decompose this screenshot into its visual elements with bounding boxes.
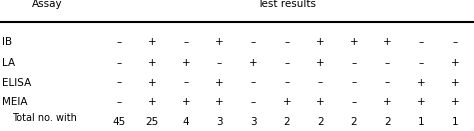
Text: –: – <box>351 78 356 88</box>
Text: 2: 2 <box>317 117 324 127</box>
Text: –: – <box>385 78 390 88</box>
Text: +: + <box>182 97 190 107</box>
Text: +: + <box>148 58 156 68</box>
Text: +: + <box>249 58 257 68</box>
Text: 1: 1 <box>452 117 458 127</box>
Text: +: + <box>182 58 190 68</box>
Text: +: + <box>215 37 224 47</box>
Text: –: – <box>419 58 424 68</box>
Text: +: + <box>450 78 459 88</box>
Text: 45: 45 <box>112 117 125 127</box>
Text: 1: 1 <box>418 117 425 127</box>
Text: +: + <box>450 97 459 107</box>
Text: +: + <box>215 78 224 88</box>
Text: 3: 3 <box>250 117 256 127</box>
Text: MEIA: MEIA <box>2 97 28 107</box>
Text: +: + <box>417 78 426 88</box>
Text: +: + <box>417 97 426 107</box>
Text: –: – <box>251 78 256 88</box>
Text: –: – <box>116 37 121 47</box>
Text: +: + <box>215 97 224 107</box>
Text: 25: 25 <box>146 117 159 127</box>
Text: –: – <box>452 37 457 47</box>
Text: –: – <box>116 58 121 68</box>
Text: –: – <box>183 37 189 47</box>
Text: 4: 4 <box>182 117 189 127</box>
Text: +: + <box>350 37 358 47</box>
Text: –: – <box>284 37 290 47</box>
Text: –: – <box>385 58 390 68</box>
Text: +: + <box>316 58 325 68</box>
Text: –: – <box>116 97 121 107</box>
Text: +: + <box>383 97 392 107</box>
Text: –: – <box>217 58 222 68</box>
Text: +: + <box>283 97 291 107</box>
Text: –: – <box>284 58 290 68</box>
Text: –: – <box>419 37 424 47</box>
Text: –: – <box>183 78 189 88</box>
Text: +: + <box>450 58 459 68</box>
Text: 2: 2 <box>384 117 391 127</box>
Text: –: – <box>116 78 121 88</box>
Text: –: – <box>351 58 356 68</box>
Text: +: + <box>148 37 156 47</box>
Text: +: + <box>148 97 156 107</box>
Text: 3: 3 <box>216 117 223 127</box>
Text: 2: 2 <box>283 117 290 127</box>
Text: +: + <box>148 78 156 88</box>
Text: –: – <box>284 78 290 88</box>
Text: Assay: Assay <box>32 0 63 9</box>
Text: +: + <box>316 37 325 47</box>
Text: –: – <box>251 37 256 47</box>
Text: +: + <box>383 37 392 47</box>
Text: 2: 2 <box>351 117 357 127</box>
Text: Total no. with: Total no. with <box>12 113 77 123</box>
Text: IB: IB <box>2 37 12 47</box>
Text: ELISA: ELISA <box>2 78 32 88</box>
Text: Test results: Test results <box>257 0 316 9</box>
Text: +: + <box>316 97 325 107</box>
Text: –: – <box>318 78 323 88</box>
Text: LA: LA <box>2 58 16 68</box>
Text: –: – <box>251 97 256 107</box>
Text: –: – <box>351 97 356 107</box>
